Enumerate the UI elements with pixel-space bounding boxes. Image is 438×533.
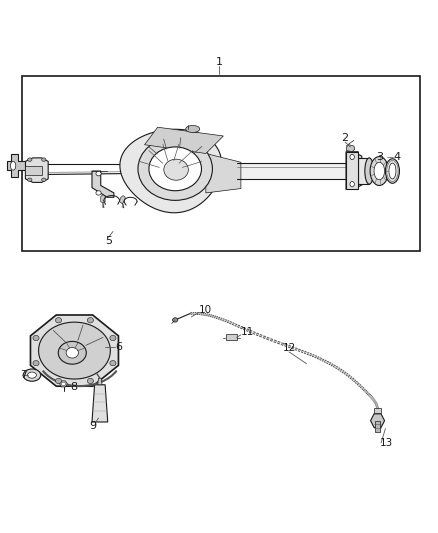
Polygon shape [346, 152, 362, 189]
Polygon shape [145, 127, 223, 154]
Polygon shape [120, 196, 125, 204]
Ellipse shape [28, 372, 36, 378]
Ellipse shape [96, 172, 101, 176]
Polygon shape [206, 154, 241, 193]
Polygon shape [7, 155, 25, 177]
Polygon shape [25, 158, 48, 182]
Polygon shape [346, 152, 358, 189]
Bar [237, 163, 346, 179]
Text: 12: 12 [283, 343, 296, 353]
Ellipse shape [350, 182, 354, 187]
Ellipse shape [56, 378, 62, 384]
Ellipse shape [164, 159, 188, 180]
Polygon shape [92, 171, 114, 197]
Ellipse shape [33, 360, 39, 366]
Bar [22, 76, 420, 251]
Text: 1: 1 [215, 58, 223, 67]
Bar [375, 421, 380, 432]
Text: 5: 5 [105, 236, 112, 246]
Text: 10: 10 [198, 305, 212, 316]
Ellipse shape [42, 158, 46, 161]
Text: 9: 9 [90, 421, 97, 431]
Polygon shape [101, 195, 105, 203]
Ellipse shape [28, 158, 32, 161]
Ellipse shape [138, 138, 212, 200]
Ellipse shape [23, 369, 41, 381]
Polygon shape [31, 315, 118, 386]
Ellipse shape [389, 163, 396, 179]
Ellipse shape [66, 348, 78, 358]
Bar [358, 158, 369, 184]
Text: 3: 3 [377, 152, 384, 162]
Text: 4: 4 [393, 152, 400, 162]
Text: 11: 11 [240, 327, 254, 337]
Polygon shape [39, 322, 110, 379]
Polygon shape [371, 414, 385, 427]
Ellipse shape [110, 360, 116, 366]
Polygon shape [120, 130, 222, 213]
Ellipse shape [173, 318, 178, 322]
Text: 7: 7 [20, 370, 27, 380]
Ellipse shape [33, 335, 39, 341]
Polygon shape [98, 378, 102, 385]
Polygon shape [226, 334, 237, 340]
Ellipse shape [58, 342, 86, 364]
Ellipse shape [42, 178, 46, 182]
Ellipse shape [110, 335, 116, 341]
Ellipse shape [96, 191, 101, 195]
Ellipse shape [370, 157, 389, 185]
Text: 6: 6 [116, 342, 123, 352]
Ellipse shape [385, 159, 399, 183]
Ellipse shape [186, 125, 200, 133]
Ellipse shape [149, 147, 201, 191]
Polygon shape [60, 381, 67, 387]
Text: 8: 8 [70, 382, 77, 392]
Ellipse shape [87, 318, 93, 323]
Bar [374, 408, 381, 413]
Ellipse shape [28, 178, 32, 182]
Polygon shape [25, 166, 42, 174]
Ellipse shape [61, 382, 66, 386]
Ellipse shape [56, 318, 62, 323]
Text: 2: 2 [342, 133, 349, 143]
Ellipse shape [374, 162, 385, 180]
Ellipse shape [350, 155, 354, 159]
Ellipse shape [87, 378, 93, 384]
Polygon shape [92, 385, 108, 422]
Ellipse shape [365, 158, 374, 184]
Text: 13: 13 [380, 438, 393, 448]
Ellipse shape [11, 161, 16, 170]
Polygon shape [346, 145, 355, 152]
